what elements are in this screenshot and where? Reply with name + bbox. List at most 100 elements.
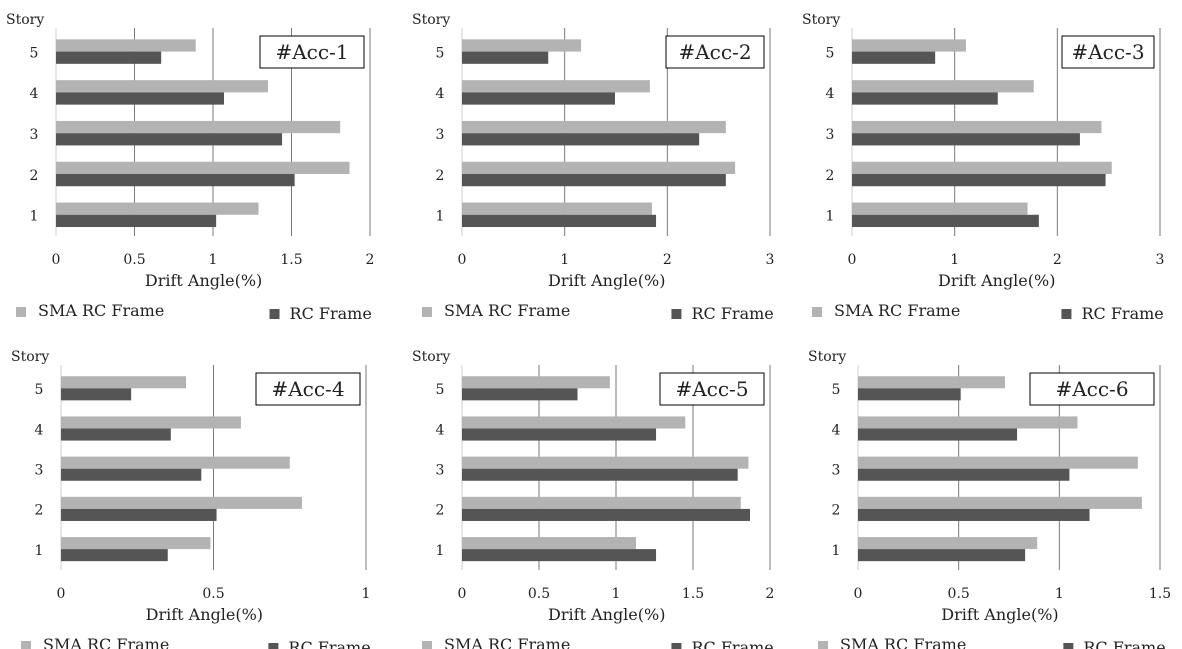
bar-sma-rc-frame-story-2: [61, 496, 302, 509]
y-tick-label: 2: [436, 503, 445, 519]
x-axis-label: Drift Angle(%): [548, 605, 665, 624]
bar-sma-rc-frame-story-3: [61, 456, 290, 469]
panel-label-box: [659, 372, 765, 406]
panel-label-box: [1061, 35, 1155, 69]
y-tick-label: 2: [35, 503, 44, 519]
y-tick-label: 4: [826, 86, 835, 102]
legend-swatch-sma: [818, 641, 828, 649]
y-tick-label: 1: [35, 543, 44, 559]
y-tick-label: 3: [30, 127, 39, 143]
y-tick-label: 3: [35, 463, 44, 479]
x-tick-label: 0: [854, 586, 863, 602]
bar-rc-frame-story-2: [462, 173, 726, 187]
legend-swatch-rc: [269, 309, 280, 319]
x-tick-label: 1: [362, 586, 371, 602]
bar-rc-frame-story-4: [852, 92, 998, 105]
bar-rc-frame-story-5: [61, 388, 132, 401]
y-tick-label: 2: [826, 168, 835, 184]
bar-sma-rc-frame-story-1: [852, 202, 1028, 215]
bar-rc-frame-story-5: [852, 51, 936, 64]
bar-sma-rc-frame-story-3: [462, 456, 749, 469]
bar-sma-rc-frame-story-4: [61, 416, 241, 429]
bar-rc-frame-story-5: [56, 51, 162, 64]
bar-sma-rc-frame-story-3: [462, 120, 726, 134]
x-tick-label: 0: [458, 252, 467, 268]
x-tick-label: 1: [950, 252, 959, 268]
legend-label-sma: SMA RC Frame: [840, 635, 966, 649]
legend-swatch-sma: [422, 641, 432, 649]
legend-label-rc: RC Frame: [691, 304, 773, 323]
chart-panel-5: 0 0.5 1 1.5 2 1 2 3 4 5 Story #Acc-5 Drift Angle(%) S…: [412, 349, 774, 649]
chart-panel-4: 0 0.5 1 1 2 3 4 5 Story #Acc-4 Drift Angle(%) SMA R…: [11, 349, 371, 649]
legend-label-sma: SMA RC Frame: [444, 301, 570, 320]
x-tick-label: 0: [52, 252, 61, 268]
x-tick-label: 1: [209, 252, 218, 268]
bar-sma-rc-frame-story-5: [858, 376, 1005, 389]
y-tick-label: 4: [30, 86, 39, 102]
legend-swatch-rc: [1063, 643, 1074, 649]
bar-sma-rc-frame-story-4: [462, 416, 686, 429]
legend-label-sma: SMA RC Frame: [444, 635, 570, 649]
x-tick-label: 0.5: [948, 586, 970, 602]
x-tick-label: 2: [366, 252, 375, 268]
y-tick-label: 1: [832, 543, 841, 559]
x-tick-label: 1.5: [1149, 586, 1171, 602]
y-axis-label: Story: [802, 12, 840, 28]
panel-label: #Acc-2: [678, 40, 751, 64]
x-tick-label: 1: [612, 586, 621, 602]
y-tick-label: 4: [35, 422, 44, 438]
panel-label-box: [1029, 372, 1155, 406]
panel-label: #Acc-4: [271, 377, 344, 401]
legend-label-rc: RC Frame: [288, 638, 370, 649]
x-tick-label: 2: [1053, 252, 1062, 268]
bar-sma-rc-frame-story-1: [56, 202, 259, 215]
x-tick-label: 0.5: [202, 586, 224, 602]
x-axis-label: Drift Angle(%): [938, 271, 1055, 290]
y-axis-label: Story: [11, 349, 49, 365]
bar-sma-rc-frame-story-5: [56, 39, 196, 52]
bar-sma-rc-frame-story-5: [852, 39, 966, 52]
legend-swatch-rc: [671, 643, 682, 649]
chart-panel-3: 0 1 2 3 1 2 3 4 5 Story #Acc-3 Drift Angle(%) SMA RC…: [802, 12, 1164, 323]
panel-label: #Acc-1: [275, 40, 348, 64]
bar-rc-frame-story-5: [858, 388, 961, 401]
bar-sma-rc-frame-story-1: [462, 537, 637, 550]
y-axis-label: Story: [808, 349, 846, 365]
bar-rc-frame-story-1: [858, 549, 1026, 562]
x-axis-label: Drift Angle(%): [941, 605, 1058, 624]
bar-rc-frame-story-2: [858, 508, 1090, 521]
bar-rc-frame-story-3: [61, 468, 202, 481]
y-tick-label: 1: [30, 209, 39, 225]
y-tick-label: 5: [35, 382, 44, 398]
legend-label-sma: SMA RC Frame: [43, 635, 169, 649]
x-tick-label: 0.5: [123, 252, 145, 268]
bar-rc-frame-story-3: [462, 133, 700, 146]
bar-sma-rc-frame-story-3: [858, 456, 1138, 469]
bar-sma-rc-frame-story-2: [462, 496, 741, 509]
bar-rc-frame-story-4: [858, 428, 1018, 441]
bar-rc-frame-story-3: [462, 468, 738, 481]
legend-label-rc: RC Frame: [691, 638, 773, 649]
panel-label-box: [665, 35, 765, 69]
y-tick-label: 4: [436, 422, 445, 438]
x-tick-label: 3: [1156, 252, 1165, 268]
bar-sma-rc-frame-story-1: [858, 537, 1038, 550]
x-tick-label: 1.5: [682, 586, 704, 602]
x-tick-label: 1.5: [280, 252, 302, 268]
legend-label-sma: SMA RC Frame: [834, 301, 960, 320]
chart-panel-6: 0 0.5 1 1.5 1 2 3 4 5 Story #Acc-6 Drift Angle(%) SM…: [808, 349, 1171, 649]
bar-sma-rc-frame-story-1: [61, 537, 211, 550]
bar-sma-rc-frame-story-3: [56, 120, 341, 134]
x-tick-label: 0.5: [528, 586, 550, 602]
y-tick-label: 1: [436, 209, 445, 225]
x-tick-label: 0: [848, 252, 857, 268]
bar-sma-rc-frame-story-4: [462, 80, 650, 93]
panel-label: #Acc-3: [1071, 40, 1144, 64]
legend-swatch-sma: [16, 307, 26, 317]
panel-label-box: [259, 35, 365, 69]
y-tick-label: 2: [30, 168, 39, 184]
panel-label: #Acc-6: [1055, 377, 1128, 401]
bar-rc-frame-story-4: [462, 428, 657, 441]
bar-sma-rc-frame-story-2: [56, 161, 350, 174]
